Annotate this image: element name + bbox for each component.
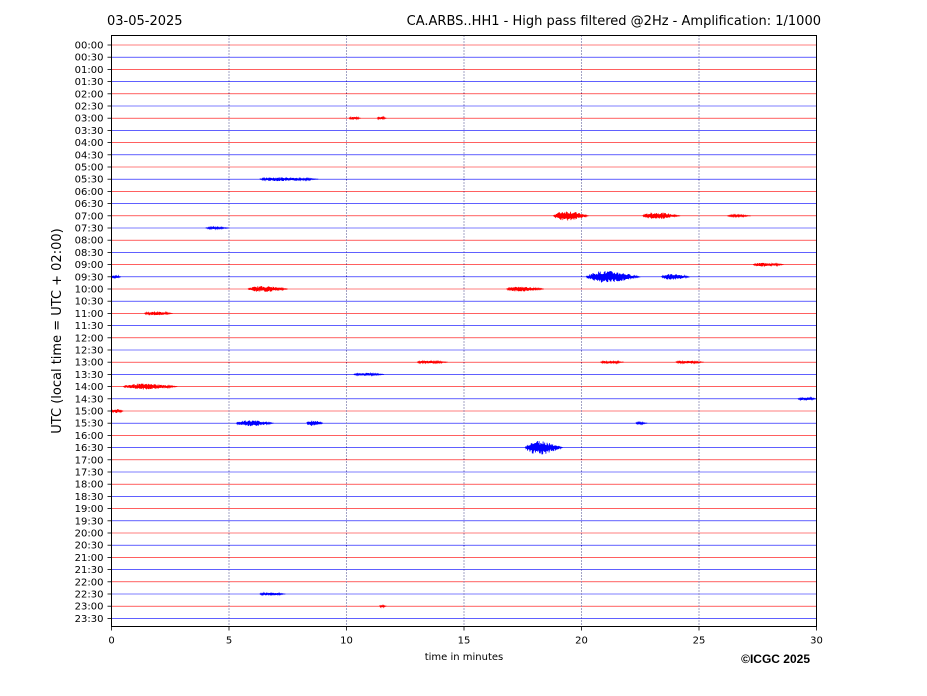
y-tick-label: 14:30 — [75, 394, 104, 405]
y-tick-label: 00:30 — [75, 53, 104, 64]
y-tick-label: 02:30 — [75, 102, 104, 113]
seismic-event — [111, 274, 121, 280]
x-axis-ticks: 0 5 10 15 20 25 30 — [108, 626, 823, 647]
y-tick-label: 11:30 — [75, 321, 104, 332]
y-tick-label: 18:30 — [75, 492, 104, 503]
seismic-event — [259, 591, 286, 597]
trace-lines — [111, 44, 817, 619]
y-axis-label: UTC (local time = UTC + 02:00) — [50, 228, 65, 433]
seismic-event — [306, 420, 324, 426]
y-tick-label: 19:00 — [75, 504, 104, 515]
seismic-event — [205, 225, 229, 231]
seismic-event — [379, 604, 387, 609]
y-tick-label: 07:00 — [75, 211, 104, 222]
y-tick-label: 20:00 — [75, 529, 104, 540]
y-tick-label: 16:30 — [75, 443, 104, 454]
x-axis-label: time in minutes — [425, 652, 504, 663]
seismic-events — [111, 115, 817, 609]
x-tick-label: 15 — [458, 636, 471, 647]
y-tick-label: 12:00 — [75, 333, 104, 344]
y-tick-label: 13:00 — [75, 358, 104, 369]
seismic-event — [111, 409, 124, 414]
y-tick-label: 03:00 — [75, 114, 104, 125]
seismic-event — [235, 420, 274, 427]
y-tick-label: 07:30 — [75, 224, 104, 235]
y-tick-label: 22:00 — [75, 577, 104, 588]
seismic-event — [797, 396, 817, 402]
seismic-event — [144, 310, 173, 316]
y-tick-label: 03:30 — [75, 126, 104, 137]
y-tick-label: 21:30 — [75, 565, 104, 576]
y-tick-label: 17:30 — [75, 468, 104, 479]
y-tick-label: 08:00 — [75, 236, 104, 247]
x-tick-label: 25 — [693, 636, 706, 647]
y-tick-label: 22:30 — [75, 590, 104, 601]
seismic-event — [524, 440, 563, 455]
y-tick-label: 16:00 — [75, 431, 104, 442]
y-tick-label: 11:00 — [75, 309, 104, 320]
date-label: 03-05-2025 — [107, 14, 183, 29]
y-tick-label: 01:00 — [75, 65, 104, 76]
seismic-event — [348, 115, 361, 121]
y-tick-label: 14:00 — [75, 382, 104, 393]
y-tick-label: 00:00 — [75, 41, 104, 52]
y-tick-label: 10:30 — [75, 297, 104, 308]
y-tick-label: 05:30 — [75, 175, 104, 186]
y-tick-label: 08:30 — [75, 248, 104, 259]
seismic-event — [353, 371, 385, 377]
y-tick-label: 04:30 — [75, 150, 104, 161]
seismic-event — [661, 273, 690, 280]
seismic-event — [752, 262, 784, 268]
vertical-grid — [228, 35, 700, 627]
seismic-event — [600, 360, 624, 365]
seismic-event — [376, 115, 387, 121]
y-tick-label: 09:30 — [75, 272, 104, 283]
y-tick-label: 09:00 — [75, 260, 104, 271]
x-tick-label: 10 — [340, 636, 353, 647]
seismic-event — [553, 211, 589, 221]
x-tick-label: 20 — [575, 636, 588, 647]
y-tick-label: 06:30 — [75, 199, 104, 210]
y-tick-label: 04:00 — [75, 138, 104, 149]
copyright-label: ©ICGC 2025 — [741, 652, 810, 666]
y-tick-label: 18:00 — [75, 480, 104, 491]
seismic-event — [247, 286, 288, 292]
seismic-event — [727, 213, 751, 219]
seismic-event — [506, 286, 544, 292]
y-tick-label: 23:30 — [75, 614, 104, 625]
y-tick-label: 23:00 — [75, 602, 104, 613]
y-tick-label: 01:30 — [75, 77, 104, 88]
y-tick-label: 02:00 — [75, 89, 104, 100]
y-tick-label: 12:30 — [75, 346, 104, 357]
y-tick-label: 13:30 — [75, 370, 104, 381]
chart-title: CA.ARBS..HH1 - High pass filtered @2Hz -… — [407, 14, 821, 29]
seismic-event — [123, 383, 178, 390]
plot-frame — [111, 35, 817, 627]
x-tick-label: 30 — [810, 636, 823, 647]
y-tick-label: 19:30 — [75, 516, 104, 527]
y-tick-label: 05:00 — [75, 163, 104, 174]
y-tick-label: 10:00 — [75, 285, 104, 296]
x-tick-label: 5 — [226, 636, 232, 647]
y-tick-label: 20:30 — [75, 541, 104, 552]
x-tick-label: 0 — [108, 636, 114, 647]
y-tick-label: 15:00 — [75, 407, 104, 418]
y-tick-label: 15:30 — [75, 419, 104, 430]
seismic-event — [635, 420, 648, 426]
y-tick-label: 06:00 — [75, 187, 104, 198]
seismic-event — [416, 359, 448, 365]
seismic-event — [585, 271, 641, 283]
y-tick-label: 21:00 — [75, 553, 104, 564]
seismic-event — [642, 212, 681, 220]
seismic-event — [675, 359, 704, 365]
seismic-event — [259, 176, 319, 182]
y-tick-label: 17:00 — [75, 455, 104, 466]
